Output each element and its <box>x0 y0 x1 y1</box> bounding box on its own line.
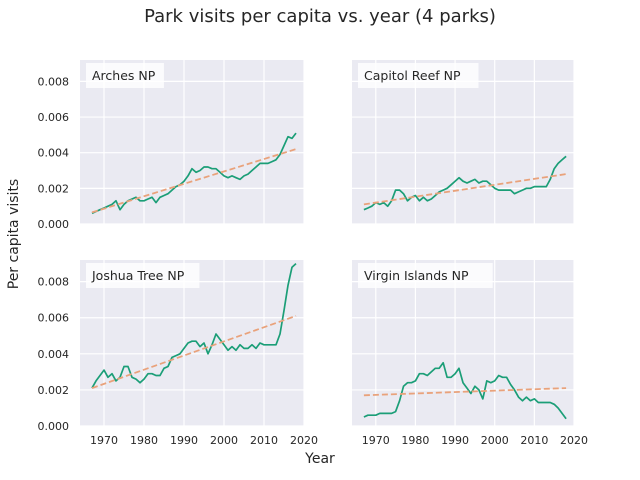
x-tick-label: 1980 <box>130 434 158 447</box>
y-axis-label: Per capita visits <box>6 178 22 290</box>
y-tick-label: 0.004 <box>38 348 70 361</box>
panel-title: Joshua Tree NP <box>91 268 185 283</box>
trend-line <box>363 387 567 397</box>
panel-title-box <box>86 63 164 88</box>
panel-title: Capitol Reef NP <box>364 68 461 83</box>
y-tick-label: 0.002 <box>38 384 70 397</box>
x-tick-label: 2000 <box>210 434 238 447</box>
figure-title: Park visits per capita vs. year (4 parks… <box>144 6 496 27</box>
x-tick-label: 2020 <box>560 434 588 447</box>
trend-line <box>363 173 567 206</box>
y-tick-label: 0.004 <box>38 147 70 160</box>
x-tick-label: 1990 <box>170 434 198 447</box>
x-tick-label: 2000 <box>481 434 509 447</box>
x-tick-label: 1970 <box>362 434 390 447</box>
x-tick-label: 2020 <box>290 434 318 447</box>
x-tick-label: 2010 <box>520 434 548 447</box>
y-tick-label: 0.008 <box>38 276 70 289</box>
x-tick-label: 2010 <box>250 434 278 447</box>
y-tick-label: 0.002 <box>38 182 70 195</box>
visits-line <box>363 361 567 420</box>
trend-line <box>91 315 297 389</box>
y-tick-label: 0.008 <box>38 75 70 88</box>
visits-line <box>91 132 297 215</box>
y-tick-label: 0.006 <box>38 312 70 325</box>
visits-line <box>363 155 567 211</box>
panel-title-box <box>358 263 493 288</box>
x-axis-label: Year <box>305 451 335 467</box>
panel-title: Arches NP <box>92 68 156 83</box>
x-tick-label: 1980 <box>401 434 429 447</box>
panel-title: Virgin Islands NP <box>364 268 469 283</box>
panel-title-box <box>358 63 479 88</box>
y-tick-label: 0.000 <box>38 218 70 231</box>
x-tick-label: 1970 <box>90 434 118 447</box>
y-tick-label: 0.000 <box>38 420 70 433</box>
y-tick-label: 0.006 <box>38 111 70 124</box>
panel-title-box <box>86 263 200 288</box>
x-tick-label: 1990 <box>441 434 469 447</box>
visits-line <box>91 262 297 389</box>
